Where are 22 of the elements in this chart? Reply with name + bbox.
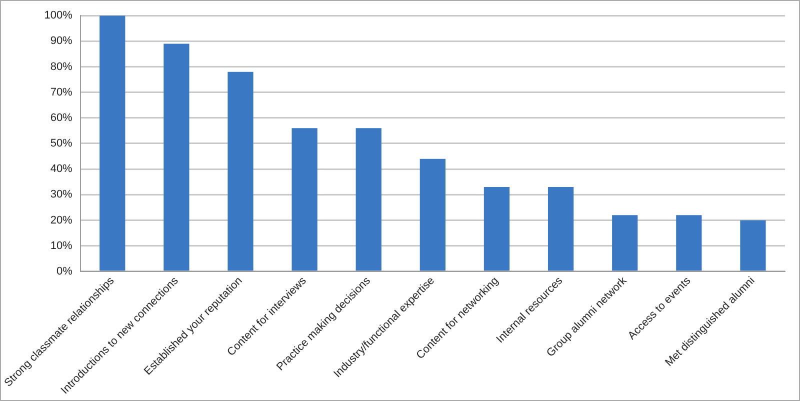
bar [292, 128, 318, 271]
bar [100, 16, 126, 271]
y-tick-label: 50% [50, 138, 73, 150]
bar [740, 220, 766, 271]
y-tick-label: 80% [50, 60, 73, 73]
y-tick-label: 10% [50, 240, 73, 252]
y-tick-label: 40% [50, 163, 73, 176]
y-tick-label: 90% [50, 35, 73, 48]
bar [228, 72, 254, 271]
bar [164, 44, 190, 271]
y-tick-label: 70% [50, 86, 73, 98]
bar [612, 215, 638, 271]
y-tick-label: 100% [44, 10, 73, 22]
bar [356, 128, 382, 271]
bar [484, 186, 510, 271]
bar [676, 215, 702, 271]
y-tick-label: 30% [50, 188, 73, 201]
bar [420, 158, 446, 271]
y-tick-label: 60% [50, 112, 73, 124]
y-tick-label: 0% [56, 265, 73, 278]
bar [548, 186, 574, 271]
y-tick-label: 20% [50, 214, 73, 226]
